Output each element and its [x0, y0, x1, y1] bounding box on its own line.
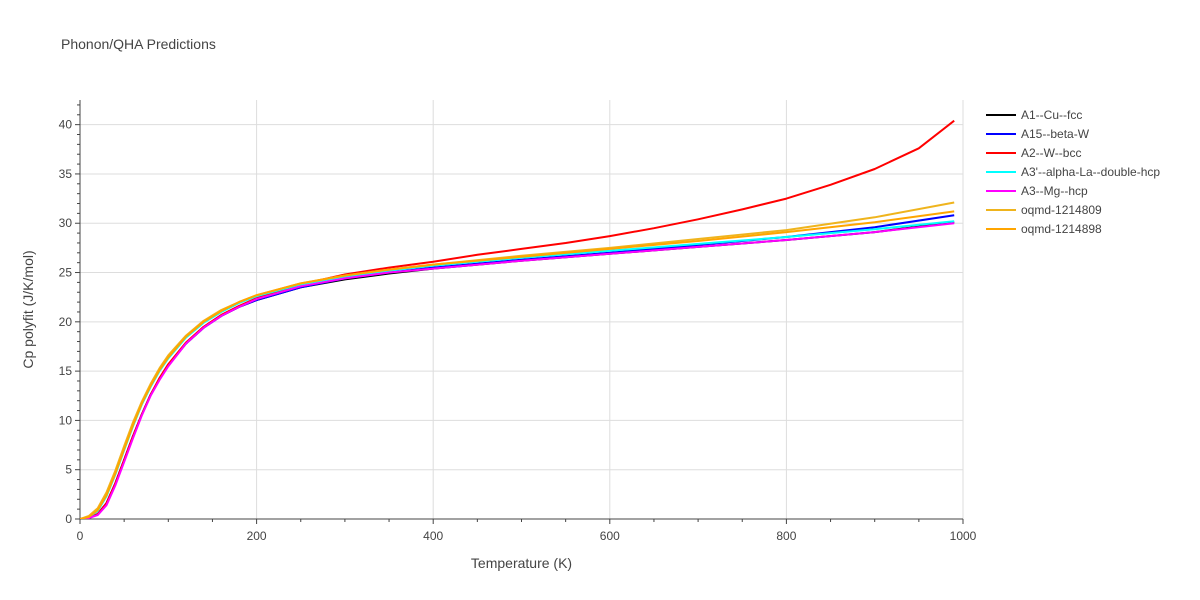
y-tick-label: 25: [59, 266, 73, 280]
tick-labels: 0 200 400 600 800 1000 0 5 10 15 20 25 30 35 40: [59, 118, 977, 543]
x-tick-label: 400: [423, 529, 443, 543]
legend-label-6: oqmd-1214898: [1021, 222, 1102, 236]
x-tick-label: 600: [600, 529, 620, 543]
x-tick-label: 1000: [950, 529, 977, 543]
legend-label-2: A2--W--bcc: [1021, 146, 1081, 160]
y-tick-label: 30: [59, 216, 73, 230]
y-tick-label: 15: [59, 364, 73, 378]
series-line-6: [80, 210, 955, 519]
series-line-4: [80, 222, 955, 519]
y-axis-title: Cp polyfit (J/K/mol): [20, 250, 36, 368]
legend-label-3: A3'--alpha-La--double-hcp: [1021, 165, 1160, 179]
y-tick-label: 35: [59, 167, 73, 181]
series-line-3: [80, 220, 955, 519]
legend-label-0: A1--Cu--fcc: [1021, 108, 1082, 122]
chart-title: Phonon/QHA Predictions: [61, 36, 216, 52]
series-line-2: [80, 119, 955, 519]
x-axis-title: Temperature (K): [471, 555, 572, 571]
x-tick-label: 200: [247, 529, 267, 543]
legend-label-1: A15--beta-W: [1021, 127, 1090, 141]
y-tick-label: 20: [59, 315, 73, 329]
x-tick-label: 800: [776, 529, 796, 543]
x-tick-label: 0: [77, 529, 84, 543]
y-tick-label: 0: [65, 512, 72, 526]
legend-label-4: A3--Mg--hcp: [1021, 184, 1088, 198]
y-tick-label: 10: [59, 413, 73, 427]
plot-area: [80, 119, 955, 519]
axes: [75, 100, 964, 524]
y-tick-label: 5: [65, 463, 72, 477]
series-line-0: [80, 221, 955, 519]
y-tick-label: 40: [59, 118, 73, 132]
legend: A1--Cu--fcc A15--beta-W A2--W--bcc A3'--alp…: [986, 108, 1160, 236]
legend-label-5: oqmd-1214809: [1021, 203, 1102, 217]
grid-lines: [80, 100, 964, 519]
